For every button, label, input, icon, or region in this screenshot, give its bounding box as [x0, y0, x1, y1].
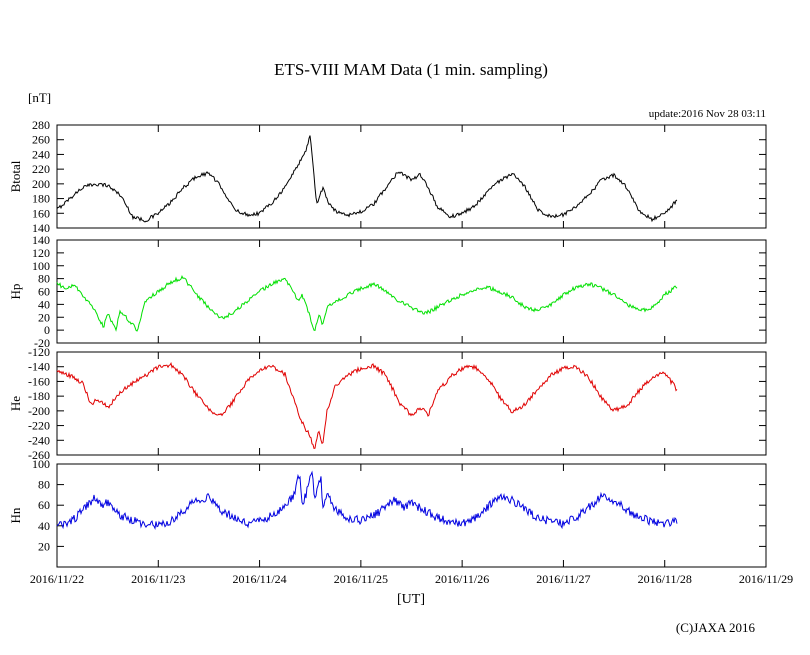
- y-tick-label: -220: [28, 419, 50, 433]
- y-tick-label: 120: [32, 246, 50, 260]
- update-timestamp: update:2016 Nov 28 03:11: [648, 108, 766, 120]
- x-tick-label: 2016/11/23: [131, 572, 185, 586]
- y-tick-label: 100: [32, 457, 50, 471]
- y-tick-label: -120: [28, 345, 50, 359]
- y-tick-label: 240: [32, 147, 50, 161]
- series-hp: [56, 275, 678, 332]
- y-tick-label: 100: [32, 259, 50, 273]
- panel-hn: 20 40 60 80 100 Hn: [8, 457, 767, 568]
- y-tick-label: 20: [38, 310, 50, 324]
- y-tick-label: 140: [32, 221, 50, 235]
- y-tick-label: -160: [28, 374, 50, 388]
- panel-frame: [56, 463, 767, 568]
- x-tick-label: 2016/11/22: [30, 572, 84, 586]
- y-tick-label: 80: [38, 478, 50, 492]
- y-tick-label: 260: [32, 133, 50, 147]
- panel-ylabel: Hn: [8, 507, 23, 523]
- panel-ylabel: Hp: [8, 284, 23, 300]
- panel-ylabel: Btotal: [8, 160, 23, 192]
- copyright-label: (C)JAXA 2016: [675, 620, 755, 635]
- series-hn: [56, 470, 678, 530]
- y-tick-label: -260: [28, 448, 50, 462]
- y-tick-label: 60: [38, 498, 50, 512]
- x-tick-label: 2016/11/25: [334, 572, 388, 586]
- panel-he: -260-240-220-200-180-160-140-120 He: [8, 345, 767, 462]
- y-tick-label: -240: [28, 433, 50, 447]
- x-tick-label: 2016/11/26: [435, 572, 489, 586]
- y-tick-label: 280: [32, 118, 50, 132]
- y-tick-label: 40: [38, 519, 50, 533]
- x-axis-label: [UT]: [397, 592, 425, 607]
- x-tick-label: 2016/11/27: [536, 572, 590, 586]
- x-tick-label: 2016/11/28: [638, 572, 692, 586]
- y-tick-label: 160: [32, 206, 50, 220]
- x-tick-label: 2016/11/24: [232, 572, 286, 586]
- y-tick-label: 0: [44, 323, 50, 337]
- y-tick-label: 140: [32, 233, 50, 247]
- y-tick-label: 220: [32, 162, 50, 176]
- chart-title: ETS-VIII MAM Data (1 min. sampling): [274, 60, 548, 79]
- series-he: [56, 361, 678, 449]
- y-unit-label: [nT]: [28, 90, 52, 105]
- y-tick-label: -200: [28, 404, 50, 418]
- x-tick-label: 2016/11/29: [739, 572, 793, 586]
- y-tick-label: 80: [38, 272, 50, 286]
- y-tick-label: -180: [28, 389, 50, 403]
- y-tick-label: 200: [32, 177, 50, 191]
- panel-frame: [56, 351, 767, 456]
- y-tick-label: 60: [38, 285, 50, 299]
- y-tick-label: 180: [32, 192, 50, 206]
- series-btotal: [56, 135, 678, 223]
- y-tick-label: 40: [38, 297, 50, 311]
- panel-frame: [56, 239, 767, 344]
- y-tick-label: -20: [34, 336, 50, 350]
- y-tick-label: -140: [28, 360, 50, 374]
- panel-frame: [56, 124, 767, 229]
- panel-ylabel: He: [8, 396, 23, 411]
- y-tick-label: 20: [38, 539, 50, 553]
